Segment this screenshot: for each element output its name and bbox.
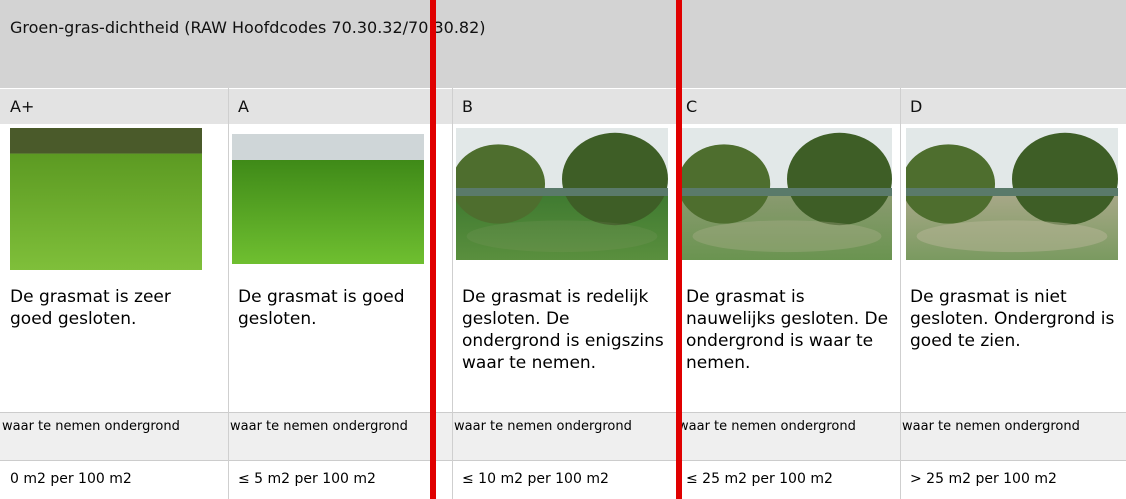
description: De grasmat is goed gesloten. [228,270,452,412]
measure-value: ≤ 25 m2 per 100 m2 [676,460,900,499]
description: De grasmat is nauwelijks gesloten. De on… [676,270,900,412]
grade-header: A [228,88,452,124]
grade-header: C [676,88,900,124]
page: Groen-gras-dichtheid (RAW Hoofdcodes 70.… [0,0,1126,499]
measure-label: waar te nemen ondergrond [228,412,452,460]
photo [232,134,424,264]
column-separator [228,88,229,499]
description: De grasmat is zeer goed gesloten. [0,270,228,412]
description: De grasmat is niet gesloten. Ondergrond … [900,270,1126,412]
grade-header: A+ [0,88,228,124]
measure-value: ≤ 5 m2 per 100 m2 [228,460,452,499]
column-separator [900,88,901,499]
measure-label: waar te nemen ondergrond [900,412,1126,460]
measure-value: 0 m2 per 100 m2 [0,460,228,499]
measure-label: waar te nemen ondergrond [0,412,228,460]
grade-header: D [900,88,1126,124]
measure-value: > 25 m2 per 100 m2 [900,460,1126,499]
measure-label: waar te nemen ondergrond [676,412,900,460]
photo [906,128,1118,260]
photo [682,128,892,260]
highlight-box [430,0,682,499]
photo [10,128,202,270]
